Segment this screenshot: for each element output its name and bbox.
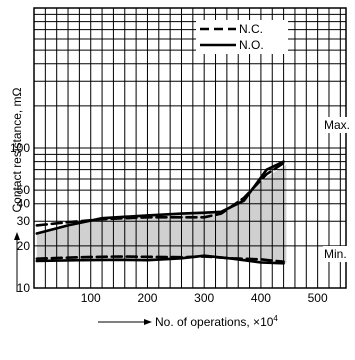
annotation-max-label: Max. [324,118,350,132]
legend: N.C. N.O. [196,20,288,54]
x-tick-label-100: 100 [81,291,101,305]
y-axis-label: Contact resistance, mΩ [10,87,24,212]
x-tick-label-200: 200 [137,291,157,305]
annotation-min-label: Min. [324,247,347,261]
y-tick-label-100: 100 [10,141,30,155]
x-tick-label-300: 300 [194,291,214,305]
range-band-area [36,164,287,264]
y-tick-label-50: 50 [17,183,31,197]
x-tick-label-400: 400 [251,291,271,305]
legend-nc-label: N.C. [239,22,263,36]
resistance-range-band [36,164,287,264]
series-1-curve-1 [35,254,285,265]
x-axis-title: No. of operations, ×104 [98,314,278,329]
legend-no-label: N.O. [239,38,264,52]
x-axis-arrow-head [144,319,152,325]
x-axis-label-exponent: 4 [273,314,278,323]
x-axis-label-text: No. of operations, ×10 [155,315,274,329]
annotation-max: Max. [323,117,354,133]
series-1-curve-0 [35,160,285,235]
x-tick-label-500: 500 [308,291,328,305]
y-tick-label-30: 30 [17,214,31,228]
y-tick-label-10: 10 [17,281,31,295]
annotation-min: Min. [323,246,354,262]
y-tick-label-20: 20 [17,239,31,253]
series-curves [35,160,285,265]
y-tick-label-40: 40 [17,197,31,211]
y-axis-arrow-head [14,232,20,240]
x-axis-label: No. of operations, ×104 [155,314,278,329]
y-axis-title: Contact resistance, mΩ [10,87,24,292]
plot-frame [33,7,347,289]
grid [34,8,346,288]
